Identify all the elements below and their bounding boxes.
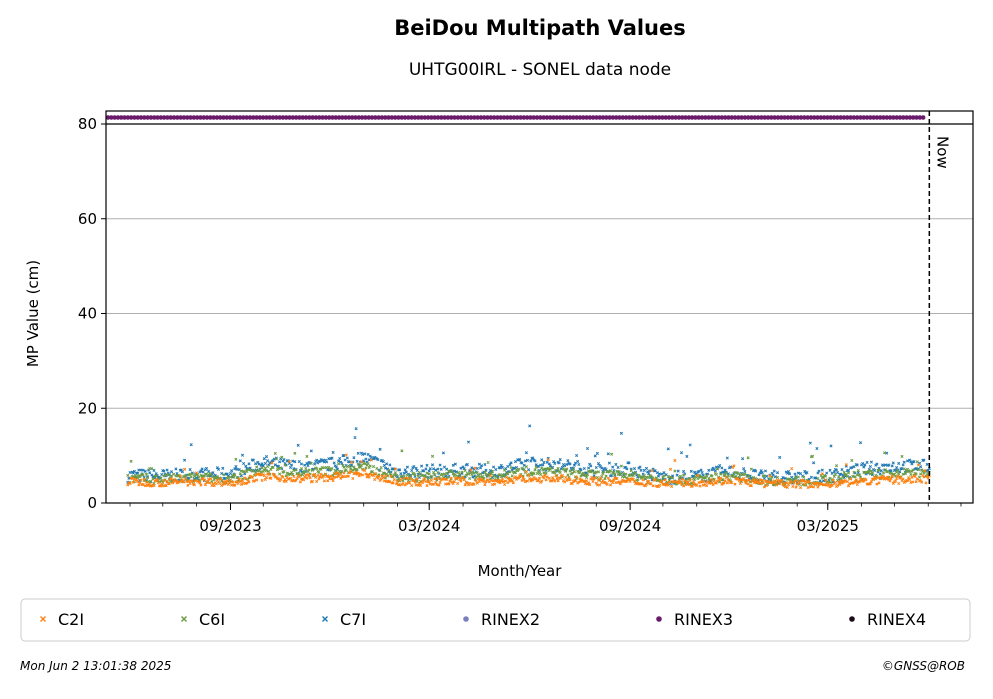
footer-credit: ©GNSS@ROB [881,659,965,673]
y-tick-label: 40 [78,305,97,323]
x-tick-label: 09/2023 [199,517,261,535]
legend-box [20,598,971,642]
y-tick-label: 60 [78,210,97,228]
legend-marker-rinex2 [463,616,469,622]
legend-marker-c7i [322,616,328,622]
x-tick-label: 09/2024 [599,517,661,535]
x-tick-label: 03/2024 [398,517,460,535]
now-label: Now [933,136,951,169]
chart-subtitle: UHTG00IRL - SONEL data node [408,60,672,80]
y-tick-label: 0 [87,494,97,512]
x-axis-label: Month/Year [478,562,563,580]
legend-label-c6i: C6I [199,610,225,629]
legend-marker-c2i [40,616,46,622]
legend-marker-rinex3 [656,616,662,622]
legend-label-rinex3: RINEX3 [674,610,733,629]
legend-label-c7i: C7I [340,610,366,629]
legend-label-rinex2: RINEX2 [481,610,540,629]
footer-timestamp: Mon Jun 2 13:01:38 2025 [20,659,172,673]
series-c2i-points [126,453,931,490]
legend-marker-c6i [181,616,187,622]
y-tick-label: 20 [78,399,97,417]
chart-title: BeiDou Multipath Values [394,16,686,40]
legend-label-c2i: C2I [58,610,84,629]
legend-label-rinex4: RINEX4 [867,610,926,629]
legend-marker-rinex4 [849,616,855,622]
y-axis-label: MP Value (cm) [24,260,42,367]
x-tick-label: 03/2025 [797,517,859,535]
plot-frame [105,110,974,504]
y-tick-label: 80 [78,115,97,133]
series-c6i-points [126,449,931,488]
